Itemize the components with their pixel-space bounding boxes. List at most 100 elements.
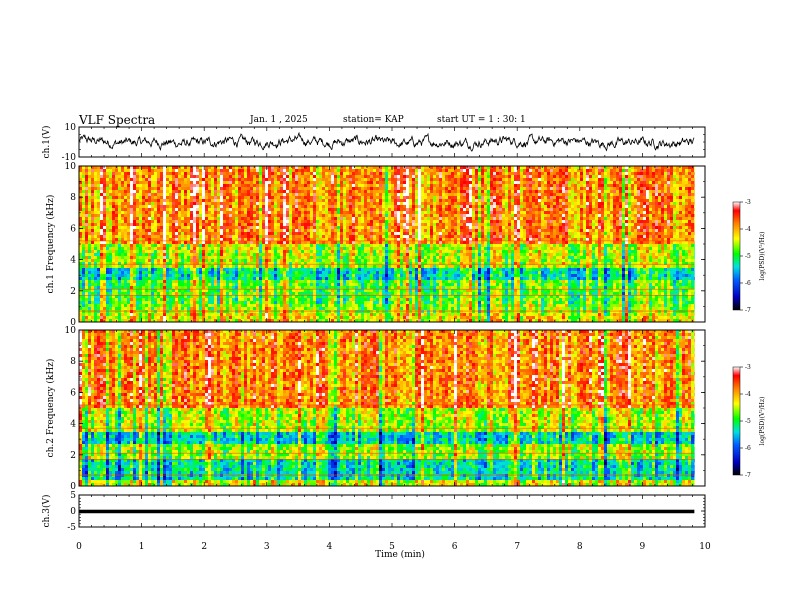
spec-cell (169, 187, 173, 191)
spec-cell (376, 220, 380, 224)
spec-cell (403, 184, 407, 188)
spec-cell (385, 166, 389, 170)
spec-cell (325, 214, 329, 218)
spec-cell (244, 214, 248, 218)
spec-cell (601, 208, 605, 212)
spec-cell (262, 199, 266, 203)
spec-cell (637, 205, 641, 209)
spec-cell (160, 178, 164, 182)
spec-cell (139, 220, 143, 224)
spec-cell (442, 190, 446, 194)
spec-cell (247, 181, 251, 185)
spec-cell (175, 193, 179, 197)
spec-cell (625, 214, 629, 218)
spec-cell (169, 229, 173, 233)
spec-cell (202, 235, 206, 239)
spec-cell (478, 175, 482, 179)
spec-cell (685, 184, 689, 188)
spec-cell (616, 229, 620, 233)
spec-cell (451, 169, 455, 173)
spec-cell (589, 220, 593, 224)
spec-cell (430, 196, 434, 200)
spec-cell (526, 208, 530, 212)
spec-cell (343, 202, 347, 206)
spec-cell (448, 202, 452, 206)
spec-cell (553, 178, 557, 182)
spec-cell (598, 229, 602, 233)
spec-cell (631, 169, 635, 173)
spec-cell (568, 193, 572, 197)
spec-cell (373, 235, 377, 239)
spec-cell (664, 226, 668, 230)
spec-cell (163, 196, 167, 200)
spec-cell (259, 223, 263, 227)
spec-cell (574, 220, 578, 224)
spec-cell (496, 196, 500, 200)
spec-cell (151, 184, 155, 188)
spec-cell (433, 184, 437, 188)
spec-cell (433, 199, 437, 203)
spec-cell (487, 223, 491, 227)
spec-cell (187, 199, 191, 203)
spec-cell (151, 235, 155, 239)
spec-cell (331, 235, 335, 239)
spec-cell (529, 184, 533, 188)
spec-cell (103, 178, 107, 182)
spec-cell (484, 205, 488, 209)
spec-cell (163, 208, 167, 212)
spec-cell (352, 214, 356, 218)
spec-cell (91, 211, 95, 215)
spec-cell (670, 205, 674, 209)
spec-cell (160, 181, 164, 185)
spec-cell (178, 172, 182, 176)
spec-cell (109, 235, 113, 239)
spec-cell (562, 211, 566, 215)
spec-cell (661, 232, 665, 236)
spec-cell (442, 187, 446, 191)
spec-cell (343, 214, 347, 218)
spec-cell (262, 181, 266, 185)
spec-cell (610, 220, 614, 224)
spec-cell (541, 175, 545, 179)
spec-cell (568, 190, 572, 194)
spec-cell (256, 217, 260, 221)
spec-cell (199, 190, 203, 194)
spec-cell (355, 169, 359, 173)
spec-cell (532, 202, 536, 206)
spec-cell (211, 205, 215, 209)
spec-cell (277, 226, 281, 230)
spec-cell (190, 172, 194, 176)
spec-cell (238, 172, 242, 176)
spec-cell (304, 172, 308, 176)
spec-cell (481, 217, 485, 221)
spec-cell (229, 190, 233, 194)
spec-cell (403, 175, 407, 179)
spec-cell (196, 184, 200, 188)
spec-cell (256, 223, 260, 227)
spec-cell (430, 187, 434, 191)
spec-cell (451, 220, 455, 224)
spec-cell (328, 226, 332, 230)
spec-cell (478, 229, 482, 233)
spec-cell (508, 196, 512, 200)
spec-cell (235, 235, 239, 239)
spec-cell (382, 217, 386, 221)
spec-cell (685, 187, 689, 191)
spec-cell (406, 181, 410, 185)
spec-cell (292, 193, 296, 197)
spec-cell (349, 187, 353, 191)
spec-cell (361, 208, 365, 212)
spec-cell (391, 229, 395, 233)
spec-cell (223, 166, 227, 170)
spec-cell (325, 226, 329, 230)
spec-cell (601, 181, 605, 185)
spec-cell (634, 205, 638, 209)
spec-cell (514, 199, 518, 203)
spec-cell (268, 190, 272, 194)
spec-cell (502, 184, 506, 188)
spec-cell (448, 169, 452, 173)
spec-cell (556, 187, 560, 191)
spec-cell (565, 205, 569, 209)
spec-cell (307, 187, 311, 191)
spec-cell (394, 175, 398, 179)
